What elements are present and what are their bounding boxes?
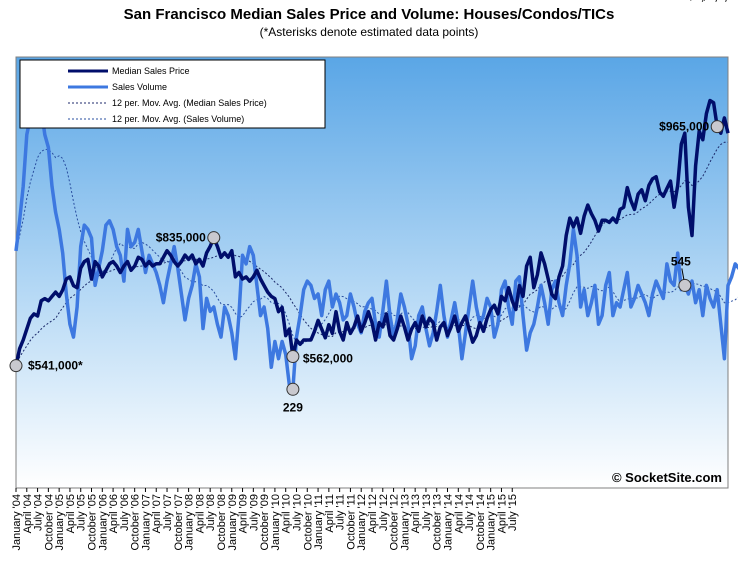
- x-tick-label: October '04: [43, 494, 55, 551]
- x-tick-label: July '11: [335, 494, 347, 530]
- volume-annotation-marker: [286, 382, 300, 396]
- x-tick-label: January '13: [399, 494, 411, 551]
- x-tick-label: January '06: [97, 494, 109, 551]
- price-annotation-marker: [9, 359, 23, 373]
- x-tick-label: April '14: [453, 494, 465, 533]
- chart-subtitle: (*Asterisks denote estimated data points…: [259, 25, 479, 39]
- x-tick-label: January '05: [54, 494, 66, 551]
- x-tick-label: January '15: [486, 494, 498, 551]
- x-tick-label: July '15: [507, 494, 519, 531]
- volume-annotation-marker: [678, 278, 692, 292]
- x-tick-label: July '10: [291, 494, 303, 531]
- legend-label-price-avg: 12 per. Mov. Avg. (Median Sales Price): [112, 98, 267, 108]
- price-annotation-marker: [710, 120, 724, 134]
- x-tick-label: October '05: [87, 494, 99, 551]
- x-tick-label: April '10: [281, 494, 293, 533]
- x-tick-label: July '09: [248, 494, 260, 531]
- x-tick-label: October '10: [302, 494, 314, 551]
- volume-annotation-leader: [681, 268, 685, 280]
- x-tick-label: July '07: [162, 494, 174, 531]
- x-tick-label: October '08: [216, 494, 228, 551]
- price-annotation-label: $835,000: [156, 231, 206, 245]
- x-tick-label: April '06: [108, 494, 120, 533]
- x-tick-label: January '04: [11, 494, 23, 551]
- x-tick-label: April '08: [194, 494, 206, 533]
- legend-label-volume: Sales Volume: [112, 82, 167, 92]
- legend-label-volume-avg: 12 per. Mov. Avg. (Sales Volume): [112, 114, 244, 124]
- x-tick-label: October '14: [475, 494, 487, 551]
- x-tick-label: April '09: [238, 494, 250, 533]
- legend-label-price: Median Sales Price: [112, 66, 190, 76]
- x-tick-label: April '12: [367, 494, 379, 533]
- x-tick-label: January '08: [184, 494, 196, 551]
- x-tick-label: January '11: [313, 494, 325, 550]
- price-annotation-label: $1,075,000: [687, 0, 738, 3]
- price-annotation-label: $1,150,000: [701, 0, 738, 3]
- x-tick-label: January '14: [443, 494, 455, 551]
- x-tick-label: April '04: [22, 494, 34, 533]
- price-annotation-label: $562,000: [303, 352, 353, 366]
- x-tick-label: July '04: [33, 494, 45, 531]
- x-tick-label: April '05: [65, 494, 77, 533]
- annotation-markers: $541,000* $835,000 $562,000 $965,000 $1,150,…: [9, 0, 738, 414]
- x-tick-label: April '15: [496, 494, 508, 533]
- volume-annotation-label: 229: [283, 400, 303, 414]
- x-tick-label: July '14: [464, 494, 476, 531]
- x-tick-label: October '09: [259, 494, 271, 551]
- x-tick-label: April '07: [151, 494, 163, 533]
- legend: Median Sales Price Sales Volume 12 per. …: [19, 59, 326, 129]
- watermark: © SocketSite.com: [612, 470, 722, 485]
- price-annotation-label: $965,000: [659, 120, 709, 134]
- chart-title: San Francisco Median Sales Price and Vol…: [123, 6, 615, 23]
- price-annotation-label: $541,000*: [28, 359, 83, 373]
- x-tick-label: April '11: [324, 494, 336, 533]
- x-tick-label: October '06: [130, 494, 142, 551]
- x-tick-label: October '11: [345, 494, 357, 550]
- x-tick-label: October '12: [389, 494, 401, 551]
- x-tick-label: July '08: [205, 494, 217, 531]
- x-tick-label: October '07: [173, 494, 185, 551]
- series-lines: [14, 81, 738, 392]
- median-price-line: [14, 98, 730, 367]
- x-tick-label: January '12: [356, 494, 368, 551]
- x-tick-label: January '09: [227, 494, 239, 551]
- sales-volume-line: [14, 81, 738, 392]
- volume-annotation-label: 545: [671, 254, 691, 268]
- x-tick-label: April '13: [410, 494, 422, 533]
- x-tick-label: July '12: [378, 494, 390, 531]
- x-tick-label: July '05: [76, 494, 88, 531]
- price-annotation-marker: [207, 231, 221, 245]
- x-tick-label: July '13: [421, 494, 433, 531]
- x-tick-label: January '10: [270, 494, 282, 551]
- x-tick-label: January '07: [140, 494, 152, 551]
- x-tick-label: July '06: [119, 494, 131, 531]
- x-tick-label: October '13: [432, 494, 444, 551]
- price-annotation-marker: [286, 350, 300, 364]
